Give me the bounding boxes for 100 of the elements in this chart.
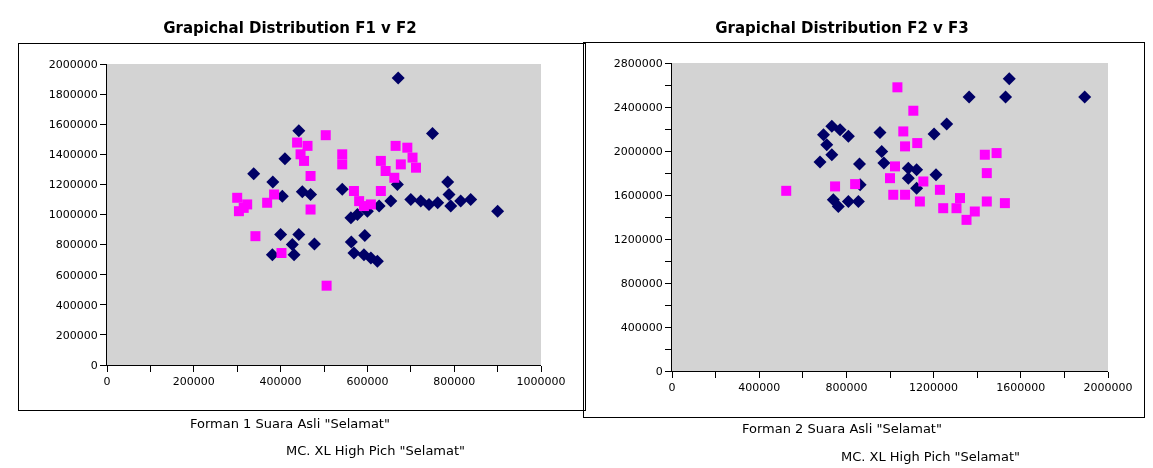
x-tick-label: 2000000: [1083, 381, 1133, 395]
point: [831, 199, 845, 213]
point: [292, 124, 306, 138]
point: [900, 189, 911, 200]
point: [901, 171, 915, 185]
y-tick-label: 1600000: [613, 188, 663, 202]
point: [384, 194, 398, 208]
point: [927, 127, 941, 141]
point: [404, 192, 418, 206]
point: [335, 182, 349, 196]
point: [320, 130, 331, 141]
point: [951, 203, 962, 214]
point: [344, 235, 358, 249]
point: [304, 187, 318, 201]
point: [375, 186, 386, 197]
x-tick-label: 200000: [172, 375, 215, 389]
point: [898, 126, 909, 137]
y-tick-label: 2400000: [613, 100, 663, 114]
point: [266, 175, 280, 189]
point: [348, 186, 359, 197]
point: [337, 149, 348, 160]
x-tick-label: 0: [668, 381, 676, 395]
y-tick-label: 600000: [55, 268, 98, 282]
point: [910, 181, 924, 195]
point: [830, 181, 841, 192]
point: [841, 129, 855, 143]
point: [833, 123, 847, 137]
y-tick-label: 0: [90, 358, 98, 372]
point: [442, 187, 456, 201]
point: [274, 228, 288, 242]
point: [292, 228, 306, 242]
point: [877, 156, 891, 170]
point: [918, 176, 929, 187]
point: [299, 155, 310, 166]
point: [999, 90, 1013, 104]
point: [885, 173, 895, 184]
x-tick-label: 600000: [346, 375, 389, 389]
point: [962, 90, 976, 104]
point: [307, 237, 321, 251]
point: [914, 196, 925, 207]
point: [242, 199, 253, 210]
point: [395, 159, 406, 170]
point: [441, 175, 455, 189]
y-tick-label: 800000: [620, 276, 663, 290]
point: [380, 166, 391, 177]
point: [826, 193, 840, 207]
y-tick-label: 0: [655, 364, 663, 378]
y-tick-label: 1600000: [48, 118, 98, 132]
point: [285, 238, 299, 252]
y-tick-label: 2000000: [613, 144, 663, 158]
point: [934, 184, 945, 195]
y-tick-label: 1200000: [613, 232, 663, 246]
point: [305, 170, 316, 181]
point: [233, 206, 244, 217]
point: [247, 167, 261, 181]
point: [875, 144, 889, 158]
point: [825, 119, 839, 133]
point: [454, 194, 468, 208]
point: [350, 208, 364, 221]
point: [491, 204, 505, 218]
point: [444, 199, 458, 213]
point: [302, 140, 313, 151]
point: [900, 141, 911, 152]
point: [908, 105, 919, 116]
point: [912, 138, 923, 149]
point: [292, 137, 303, 148]
point: [981, 196, 992, 207]
y-tick-label: 400000: [620, 320, 663, 334]
point: [813, 155, 827, 169]
point: [287, 248, 301, 262]
point: [269, 189, 280, 200]
point: [391, 71, 405, 85]
point: [276, 248, 287, 259]
point: [402, 142, 413, 153]
point: [892, 82, 903, 93]
point: [981, 168, 992, 179]
point: [262, 197, 273, 208]
point: [929, 168, 943, 182]
point: [820, 138, 834, 152]
text: Forman 2 Suara Asli "Selamat": [742, 421, 942, 436]
chart-title: Grapichal Distribution F2 v F3: [715, 19, 969, 38]
point: [305, 204, 316, 215]
point: [411, 162, 422, 173]
point: [999, 198, 1010, 209]
point: [910, 163, 924, 177]
x-tick-label: 800000: [433, 375, 476, 389]
point: [850, 179, 861, 190]
chart-title: Grapichal Distribution F1 v F2: [163, 19, 417, 38]
point: [825, 148, 839, 162]
point: [873, 125, 887, 139]
y-tick-label: 1200000: [48, 178, 98, 192]
point: [954, 193, 965, 204]
point: [431, 196, 445, 210]
point: [347, 246, 361, 260]
y-tick-label: 1000000: [48, 208, 98, 222]
point: [852, 157, 866, 171]
x-tick-label: 0: [103, 375, 111, 389]
point: [389, 172, 400, 183]
point: [979, 149, 990, 160]
point: [464, 192, 478, 206]
